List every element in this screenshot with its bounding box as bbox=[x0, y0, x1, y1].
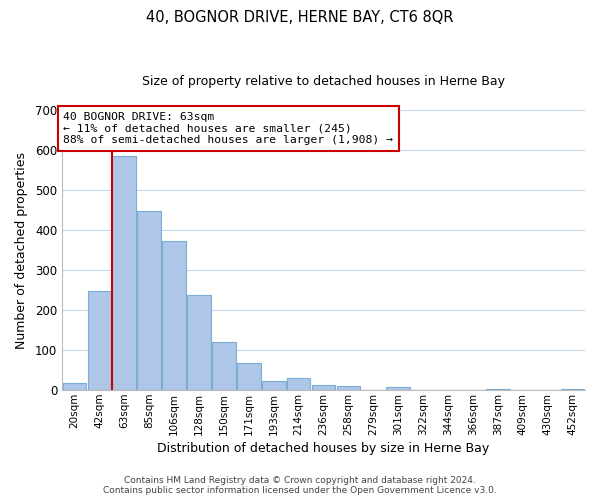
Bar bbox=[311, 384, 335, 390]
Bar bbox=[212, 342, 236, 390]
Y-axis label: Number of detached properties: Number of detached properties bbox=[15, 152, 28, 348]
Text: Contains HM Land Registry data © Crown copyright and database right 2024.
Contai: Contains HM Land Registry data © Crown c… bbox=[103, 476, 497, 495]
Bar bbox=[237, 364, 260, 390]
Bar bbox=[62, 383, 86, 390]
Bar bbox=[561, 389, 584, 390]
Bar bbox=[337, 386, 360, 390]
Bar bbox=[187, 295, 211, 390]
Text: 40 BOGNOR DRIVE: 63sqm
← 11% of detached houses are smaller (245)
88% of semi-de: 40 BOGNOR DRIVE: 63sqm ← 11% of detached… bbox=[64, 112, 394, 145]
Bar bbox=[137, 211, 161, 390]
Bar bbox=[162, 241, 186, 390]
Bar bbox=[386, 386, 410, 390]
Title: Size of property relative to detached houses in Herne Bay: Size of property relative to detached ho… bbox=[142, 75, 505, 88]
Bar bbox=[112, 156, 136, 390]
Bar bbox=[88, 291, 111, 390]
Text: 40, BOGNOR DRIVE, HERNE BAY, CT6 8QR: 40, BOGNOR DRIVE, HERNE BAY, CT6 8QR bbox=[146, 10, 454, 25]
X-axis label: Distribution of detached houses by size in Herne Bay: Distribution of detached houses by size … bbox=[157, 442, 490, 455]
Bar bbox=[486, 388, 509, 390]
Bar bbox=[262, 380, 286, 390]
Bar bbox=[287, 378, 310, 390]
